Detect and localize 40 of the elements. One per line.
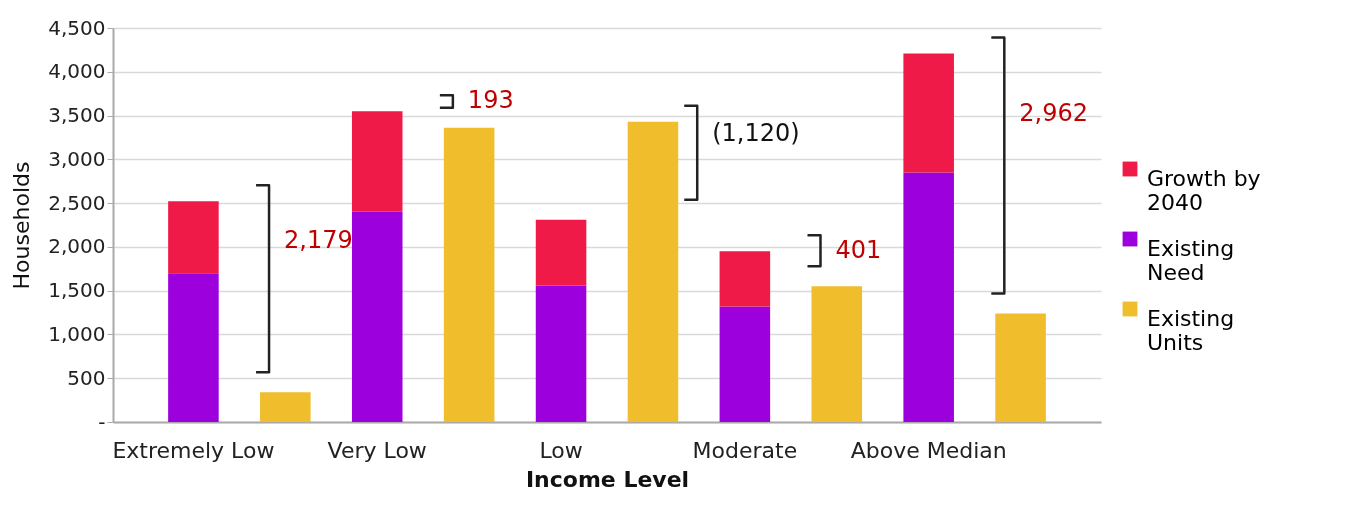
x-tick-label: Moderate bbox=[692, 437, 798, 463]
bar bbox=[535, 219, 587, 286]
bar bbox=[168, 273, 219, 422]
bar bbox=[443, 127, 495, 422]
bar bbox=[719, 251, 771, 307]
annotation: (1,120) bbox=[712, 118, 800, 147]
bar bbox=[903, 53, 954, 173]
bar bbox=[260, 392, 311, 422]
bar bbox=[719, 306, 771, 422]
x-tick-label: Low bbox=[539, 437, 583, 463]
annotation: 2,179 bbox=[284, 226, 353, 255]
legend-label: Existing Units bbox=[1147, 306, 1235, 355]
bar bbox=[168, 201, 219, 274]
legend-label: Existing Need bbox=[1147, 236, 1235, 285]
y-tick-label: 1,500 bbox=[48, 278, 106, 303]
bar bbox=[995, 313, 1046, 422]
y-axis-title: Households bbox=[9, 161, 35, 290]
y-tick-label: 4,500 bbox=[48, 15, 106, 40]
bar bbox=[351, 211, 403, 422]
bar bbox=[627, 121, 679, 422]
y-tick-label: 4,000 bbox=[48, 59, 106, 84]
x-axis-title: Income Level bbox=[525, 466, 690, 492]
y-tick-label: 1,000 bbox=[48, 321, 106, 346]
y-tick-label: 2,000 bbox=[48, 234, 106, 259]
annotation: 193 bbox=[467, 86, 514, 115]
y-tick-label: - bbox=[98, 409, 106, 434]
y-tick-label: 3,500 bbox=[48, 103, 106, 128]
bar bbox=[811, 286, 863, 422]
legend-label: Growth by 2040 bbox=[1147, 166, 1261, 215]
y-tick-label: 3,000 bbox=[48, 146, 106, 171]
y-tick-label: 500 bbox=[67, 365, 106, 390]
bar bbox=[535, 285, 587, 422]
bar bbox=[903, 172, 954, 422]
y-tick-label: 2,500 bbox=[48, 190, 106, 215]
x-tick-label: Above Median bbox=[850, 437, 1007, 463]
annotation: 2,962 bbox=[1019, 99, 1089, 128]
x-tick-label: Extremely Low bbox=[112, 437, 275, 463]
annotation: 401 bbox=[835, 235, 882, 264]
x-tick-label: Very Low bbox=[327, 437, 427, 463]
bar bbox=[351, 111, 403, 212]
